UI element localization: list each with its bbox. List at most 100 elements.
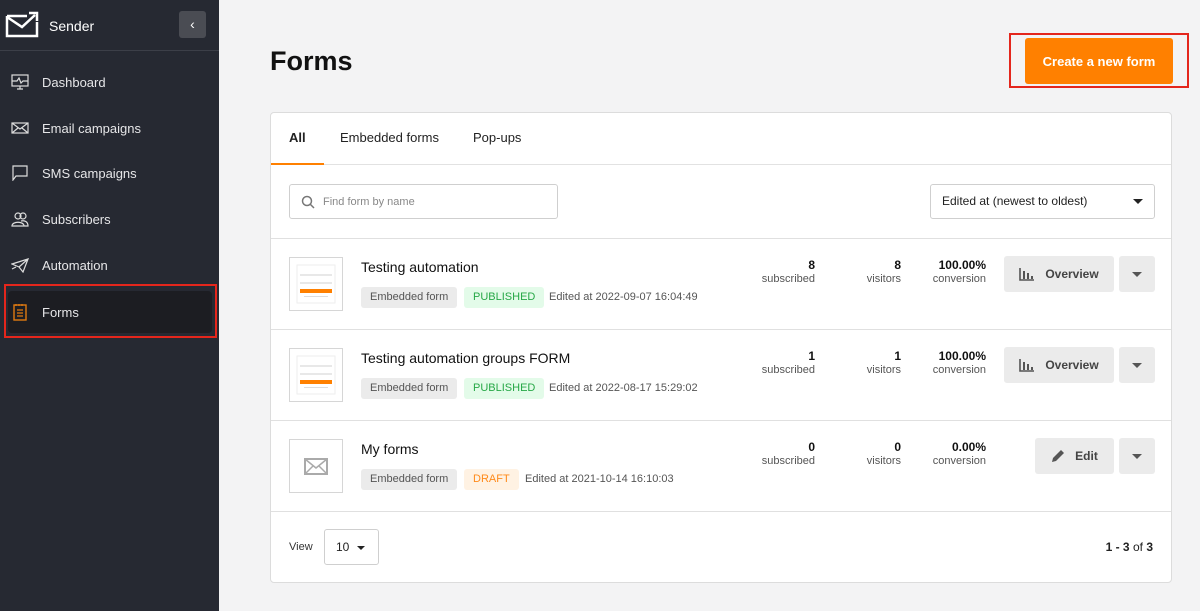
tab-embedded-forms[interactable]: Embedded forms [340, 130, 439, 145]
per-page-value: 10 [336, 540, 350, 554]
conversion-rate: 100.00% [938, 349, 986, 363]
highlight-outline [1009, 33, 1189, 88]
action-label: Edit [1075, 449, 1098, 463]
subscribed-count: 0 [808, 440, 815, 454]
sidebar-item-subscribers[interactable]: Subscribers [8, 198, 212, 240]
action-label: Overview [1045, 358, 1099, 372]
conversion-rate: 0.00% [951, 440, 986, 454]
form-preview-thumbnail [296, 355, 336, 395]
form-preview-thumbnail [296, 264, 336, 304]
edited-timestamp: Edited at 2022-09-07 16:04:49 [549, 291, 698, 303]
overview-button[interactable]: Overview [1004, 347, 1114, 383]
sort-select[interactable]: Edited at (newest to oldest) [930, 184, 1155, 219]
action-label: Overview [1045, 267, 1099, 281]
more-actions-dropdown[interactable] [1119, 347, 1155, 383]
visitors-count: 1 [894, 349, 901, 363]
dashboard-monitor-icon [11, 74, 29, 90]
paper-plane-icon [11, 258, 29, 273]
form-thumbnail[interactable] [289, 439, 343, 493]
highlight-outline [4, 284, 217, 338]
page-title: Forms [270, 46, 353, 76]
form-row: Testing automation groups FORM Embedded … [271, 329, 1171, 420]
status-badge: PUBLISHED [464, 378, 545, 399]
per-page-select[interactable]: 10 [324, 529, 379, 565]
sidebar-item-label: Subscribers [42, 211, 111, 227]
sidebar-item-label: Automation [42, 257, 108, 273]
bar-chart-icon [1019, 359, 1035, 372]
caret-down-icon [1132, 454, 1142, 459]
form-thumbnail[interactable] [289, 257, 343, 311]
sidebar-item-sms-campaigns[interactable]: SMS campaigns [8, 152, 212, 194]
visitors-stat: 0 visitors [867, 440, 901, 467]
more-actions-dropdown[interactable] [1119, 256, 1155, 292]
sidebar-item-label: Email campaigns [42, 120, 141, 136]
tab-bar: All Embedded forms Pop-ups [271, 113, 1171, 165]
chat-bubble-icon [12, 165, 28, 181]
conversion-stat: 0.00% conversion [933, 440, 986, 467]
page-range: 1 - 3 [1105, 540, 1130, 554]
visitors-label: visitors [866, 455, 901, 467]
view-label: View [289, 541, 313, 553]
visitors-count: 0 [894, 440, 901, 454]
tab-pop-ups[interactable]: Pop-ups [473, 130, 522, 145]
conversion-stat: 100.00% conversion [933, 258, 986, 285]
brand-name: Sender [49, 18, 95, 34]
subscribed-stat: 1 subscribed [762, 349, 815, 376]
sender-logo-icon [5, 11, 39, 38]
conversion-rate: 100.00% [938, 258, 986, 272]
forms-card: All Embedded forms Pop-ups Edited at (ne… [270, 112, 1172, 583]
envelope-placeholder-icon [304, 458, 328, 475]
subscribed-label: subscribed [761, 364, 815, 376]
type-badge: Embedded form [361, 378, 458, 399]
form-row: Testing automation Embedded form PUBLISH… [271, 238, 1171, 329]
visitors-label: visitors [866, 273, 901, 285]
sidebar-item-dashboard[interactable]: Dashboard [8, 61, 212, 103]
subscribed-label: subscribed [761, 273, 815, 285]
collapse-sidebar-button[interactable]: ‹ [179, 11, 206, 38]
search-input[interactable] [323, 195, 543, 208]
sidebar-item-forms[interactable]: Forms [8, 291, 212, 333]
pagination-footer: View 10 1 - 3 of 3 [271, 511, 1171, 583]
of-label: of [1132, 540, 1143, 554]
bar-chart-icon [1019, 268, 1035, 281]
visitors-count: 8 [894, 258, 901, 272]
form-row: My forms Embedded form DRAFT Edited at 2… [271, 420, 1171, 511]
users-icon [11, 212, 29, 227]
subscribed-stat: 0 subscribed [762, 440, 815, 467]
edit-button[interactable]: Edit [1035, 438, 1114, 474]
sidebar-item-automation[interactable]: Automation [8, 244, 212, 286]
caret-down-icon [1132, 272, 1142, 277]
create-form-button[interactable]: Create a new form [1025, 38, 1173, 84]
form-name[interactable]: Testing automation [361, 259, 479, 275]
form-name[interactable]: My forms [361, 441, 419, 457]
form-name[interactable]: Testing automation groups FORM [361, 350, 571, 366]
search-box [289, 184, 558, 219]
more-actions-dropdown[interactable] [1119, 438, 1155, 474]
type-badge: Embedded form [361, 287, 458, 308]
sort-selected: Edited at (newest to oldest) [942, 194, 1088, 208]
overview-button[interactable]: Overview [1004, 256, 1114, 292]
pencil-icon [1052, 450, 1065, 462]
visitors-stat: 1 visitors [867, 349, 901, 376]
envelope-icon [11, 122, 29, 134]
conversion-label: conversion [932, 273, 986, 285]
pagination-summary: 1 - 3 of 3 [1106, 540, 1153, 554]
subscribed-count: 8 [808, 258, 815, 272]
sidebar-item-label: Dashboard [42, 74, 106, 90]
notepad-icon [13, 304, 27, 321]
form-thumbnail[interactable] [289, 348, 343, 402]
brand-header: Sender ‹ [0, 0, 219, 51]
visitors-stat: 8 visitors [867, 258, 901, 285]
tab-all[interactable]: All [271, 113, 324, 165]
sidebar-item-label: SMS campaigns [42, 165, 137, 181]
edited-timestamp: Edited at 2021-10-14 16:10:03 [525, 473, 674, 485]
sidebar-item-email-campaigns[interactable]: Email campaigns [8, 107, 212, 149]
subscribed-label: subscribed [761, 455, 815, 467]
caret-down-icon [1133, 199, 1143, 204]
total-count: 3 [1146, 540, 1153, 554]
conversion-label: conversion [932, 455, 986, 467]
search-icon [301, 195, 315, 209]
conversion-stat: 100.00% conversion [933, 349, 986, 376]
visitors-label: visitors [866, 364, 901, 376]
sidebar-item-label: Forms [42, 304, 79, 320]
